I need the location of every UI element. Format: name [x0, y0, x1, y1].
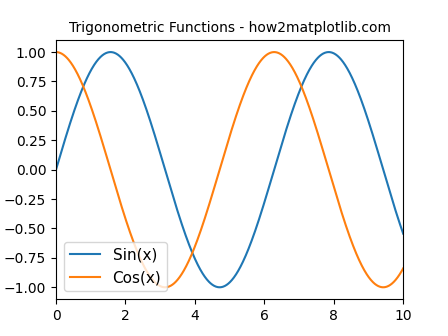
Cos(x) — [401, 266, 406, 270]
Sin(x) — [217, 285, 222, 289]
Sin(x) — [331, 51, 336, 55]
Cos(x) — [89, 106, 94, 110]
Line: Sin(x): Sin(x) — [56, 52, 403, 287]
Sin(x) — [194, 261, 199, 265]
Cos(x) — [324, 162, 330, 166]
Line: Cos(x): Cos(x) — [56, 52, 403, 287]
Title: Trigonometric Functions - how2matplotlib.com: Trigonometric Functions - how2matplotlib… — [69, 21, 391, 35]
Cos(x) — [163, 285, 168, 289]
Cos(x) — [331, 183, 336, 187]
Sin(x) — [293, 101, 298, 105]
Cos(x) — [207, 202, 212, 206]
Sin(x) — [53, 168, 59, 172]
Legend: Sin(x), Cos(x): Sin(x), Cos(x) — [64, 242, 168, 291]
Cos(x) — [53, 50, 59, 54]
Sin(x) — [401, 232, 406, 236]
Cos(x) — [292, 70, 297, 74]
Sin(x) — [325, 50, 330, 54]
Sin(x) — [108, 50, 113, 54]
Cos(x) — [194, 240, 199, 244]
Sin(x) — [207, 280, 212, 284]
Sin(x) — [89, 68, 94, 72]
